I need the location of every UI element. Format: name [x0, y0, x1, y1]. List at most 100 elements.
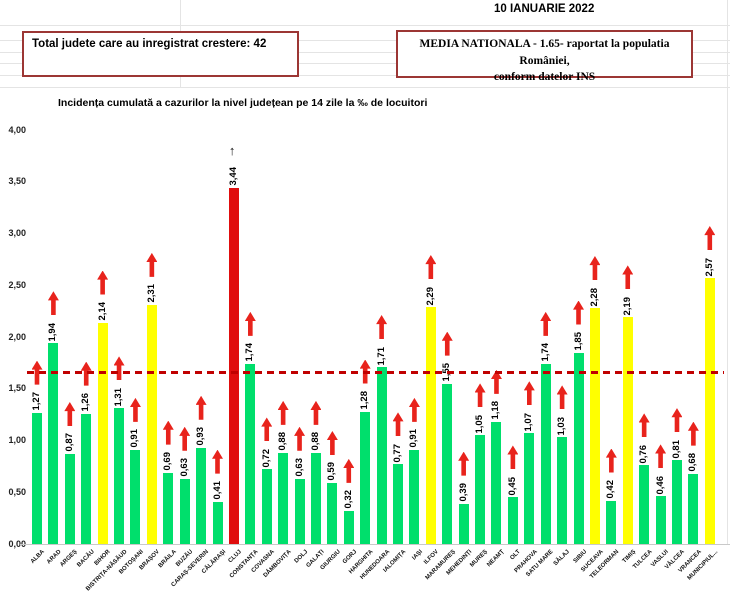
bar-value-label: 1,71 [375, 346, 387, 366]
increase-arrow [179, 426, 191, 451]
bar-value-label: 0,39 [457, 483, 469, 502]
bar-value-label: 1,31 [113, 387, 125, 407]
bar-value-label: 0,45 [506, 476, 518, 496]
bar-value-label: 1,07 [523, 412, 535, 432]
bar-value-label: 2,31 [145, 284, 157, 303]
bar [130, 449, 141, 544]
bar-value-label: 0,77 [392, 443, 404, 463]
increase-arrow [244, 311, 256, 336]
increase-arrow [573, 300, 585, 325]
bar-value-label: 0,59 [326, 462, 338, 481]
bar-value-label: 0,68 [687, 453, 699, 472]
bar [360, 411, 371, 544]
increase-arrow [458, 451, 470, 476]
bar-value-label: 0,63 [293, 458, 305, 477]
y-axis-tick-label: 2,50 [8, 279, 26, 290]
bar-value-label: 0,87 [63, 433, 75, 452]
increase-arrow [343, 458, 355, 483]
bar [294, 478, 305, 544]
bar-value-label: 0,91 [129, 429, 141, 448]
bar [458, 503, 469, 544]
increase-arrow [507, 445, 519, 470]
bar [524, 433, 535, 544]
increase-arrow [113, 356, 125, 381]
y-axis-tick-label: 2,00 [8, 331, 26, 342]
bar-value-label: 0,42 [605, 480, 617, 499]
bar [573, 352, 584, 544]
bar [261, 469, 272, 544]
bar-value-label: 2,57 [703, 257, 715, 277]
x-axis-category-label: OLT [509, 549, 523, 562]
national-average-line1: MEDIA NATIONALA - 1.65- raportat la popu… [419, 38, 670, 67]
increase-arrow [212, 449, 223, 474]
x-axis-category-label: SĂLAJ [553, 549, 572, 568]
bar [475, 435, 486, 544]
increase-arrow [80, 361, 92, 386]
y-axis-tick-label: 3,00 [8, 228, 26, 238]
increase-arrow [622, 265, 634, 290]
increase-arrow [261, 417, 273, 442]
bar [196, 447, 207, 544]
bar [163, 472, 174, 544]
bar-value-label: 1,18 [490, 401, 502, 420]
bar-value-label: 0,72 [260, 448, 272, 468]
x-axis-category-label: BACĂU [75, 549, 96, 569]
bar [507, 497, 518, 544]
increase-arrow [47, 291, 59, 316]
increase-arrow [523, 381, 535, 406]
increase-arrow [326, 430, 338, 455]
increase-arrow [490, 369, 502, 394]
bar [606, 500, 617, 544]
bar-value-label: 0,76 [638, 444, 650, 464]
bar [540, 363, 551, 544]
bar-value-label: 0,63 [178, 458, 190, 477]
x-axis-category-label: NEAMȚ [486, 549, 506, 569]
increase-arrow [408, 397, 420, 422]
bar-value-label: 2,14 [96, 302, 108, 321]
bar-value-label: 2,19 [621, 296, 633, 316]
bar-value-label: 1,74 [539, 343, 551, 362]
bar-value-label: 1,94 [47, 322, 59, 342]
bar [557, 437, 568, 544]
y-axis-tick-label: 0,00 [8, 538, 26, 549]
increase-arrow [605, 448, 617, 473]
bar-value-label: 1,27 [31, 392, 42, 411]
increase-arrow [474, 383, 486, 408]
bar [622, 317, 633, 544]
bar [146, 304, 157, 544]
bar-value-label: 1,03 [556, 416, 568, 436]
bar [64, 453, 75, 544]
increase-arrow [162, 420, 174, 445]
increase-arrow [671, 408, 683, 433]
x-axis-category-label: MUNICIPIUL... [686, 549, 720, 582]
x-axis-category-label: IAȘI [411, 549, 424, 562]
x-axis-category-label: ALBA [30, 549, 47, 566]
bar-value-label: 1,26 [80, 393, 92, 412]
bar [245, 363, 256, 544]
y-axis-tick-label: 0,50 [8, 486, 26, 497]
increase-arrow [146, 252, 158, 277]
bar [442, 383, 453, 544]
bar [409, 449, 420, 544]
bar [671, 460, 682, 544]
increase-arrow [195, 395, 207, 420]
total-counties-box: Total judete care au inregistrat crester… [22, 31, 299, 77]
increase-arrow [441, 331, 453, 356]
increase-arrow [655, 444, 667, 469]
bar [32, 412, 42, 544]
increase-arrow [687, 421, 699, 446]
bar-value-label: 0,88 [309, 432, 321, 451]
bar [97, 322, 108, 544]
bar [639, 465, 650, 544]
bar [114, 408, 125, 544]
increase-arrow [294, 426, 306, 451]
increase-arrow [638, 413, 650, 438]
bar-value-label: 1,74 [244, 343, 256, 362]
bar-value-label: 0,88 [277, 432, 289, 451]
bar-value-label: 2,29 [424, 286, 436, 306]
bar-value-label: 0,32 [342, 490, 354, 509]
bar-value-label: 1,85 [572, 332, 584, 351]
increase-arrow [97, 270, 109, 295]
chart-title: Incidența cumulată a cazurilor la nivel … [58, 97, 428, 109]
